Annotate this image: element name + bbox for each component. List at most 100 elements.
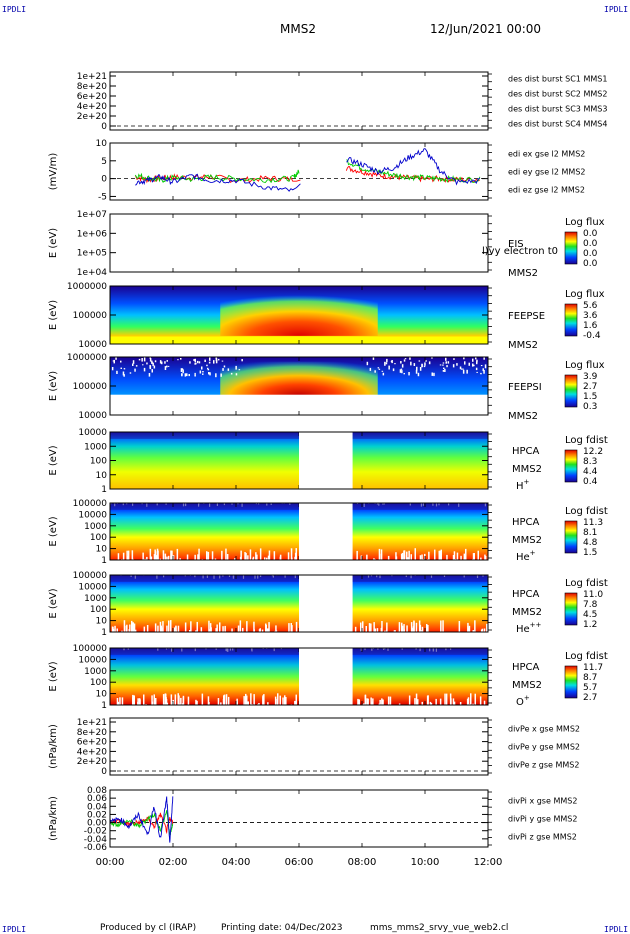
sparse-count-gap	[445, 361, 447, 364]
sparse-count-gap	[466, 369, 468, 374]
low-count-gap	[146, 625, 149, 632]
low-count-gap	[285, 697, 287, 705]
sparse-count-gap	[202, 373, 204, 375]
low-count-gap	[146, 556, 148, 560]
low-count-gap	[483, 628, 486, 632]
y-tick-label: 100	[90, 678, 107, 688]
low-count-gap	[206, 551, 208, 560]
y-tick-label: 1	[101, 701, 107, 711]
low-count-gap	[406, 625, 408, 632]
low-count-gap	[261, 629, 264, 632]
y-tick-label: 10	[96, 545, 108, 555]
low-count-gap	[381, 698, 383, 705]
colorbar-tick-label: 1.5	[583, 548, 597, 558]
low-count-gap	[172, 555, 175, 560]
x-tick-label: 04:00	[222, 857, 251, 868]
low-count-gap	[247, 555, 249, 560]
low-count-gap	[445, 693, 448, 705]
low-count-gap	[173, 627, 176, 632]
low-count-gap	[168, 620, 170, 632]
legend-entry: divPe x gse MMS2	[508, 725, 580, 734]
low-count-gap	[466, 698, 469, 705]
low-count-gap	[164, 553, 167, 560]
legend-entry: divPi x gse MMS2	[508, 797, 577, 806]
sparse-count-gap	[384, 361, 386, 366]
sparse-count-gap	[459, 366, 462, 370]
corner-label-bottom-right: IPDLI	[604, 925, 628, 934]
y-axis-label: E (eV)	[48, 371, 59, 401]
sparse-count-gap	[484, 364, 487, 369]
low-count-gap	[167, 555, 170, 560]
low-count-gap	[295, 557, 297, 560]
low-count-gap	[389, 696, 392, 705]
low-count-gap	[459, 702, 462, 705]
low-count-gap	[275, 625, 277, 632]
low-count-gap	[434, 549, 436, 560]
data-gap-hpca_o	[299, 648, 353, 705]
sparse-count-gap	[378, 368, 381, 370]
low-count-gap	[354, 626, 357, 632]
sparse-count-gap	[223, 365, 226, 368]
low-count-gap	[216, 624, 218, 632]
legend-entry: edi ex gse l2 MMS2	[508, 150, 585, 159]
y-tick-label: 10000	[78, 340, 107, 350]
colorbar-tick-label: -0.4	[583, 331, 601, 341]
footer-produced-by: Produced by cl (IRAP)	[100, 923, 196, 933]
colorbar-tick-label: 8.3	[583, 457, 597, 467]
instrument-label: HPCA	[512, 662, 540, 673]
sparse-count-gap	[182, 369, 184, 374]
low-count-gap	[258, 703, 260, 705]
low-count-gap	[125, 625, 128, 632]
low-count-gap	[144, 558, 146, 560]
low-count-gap	[175, 625, 177, 632]
sparse-count-gap	[215, 357, 218, 362]
y-tick-label: 1	[101, 485, 107, 495]
low-count-gap	[259, 628, 261, 632]
low-count-gap	[360, 555, 363, 560]
colorbar-tick-label: 5.6	[583, 301, 598, 311]
legend-entry: divPe y gse MMS2	[508, 743, 580, 752]
low-count-gap	[150, 556, 153, 560]
low-count-gap	[196, 700, 198, 705]
colorbar-tick-label: 0.0	[583, 229, 598, 239]
sparse-count-gap	[207, 369, 210, 371]
panel-edi: 10 5 0 -5 (mV/m) edi ex gse l2 MMS2 edi ey gse…	[48, 139, 586, 202]
colorbar-tick-label: 11.7	[583, 663, 603, 673]
sparse-count-gap	[415, 369, 418, 374]
low-count-gap	[157, 630, 159, 632]
colorbar-tick-label: 2.7	[583, 382, 597, 392]
sparse-count-gap	[194, 358, 196, 363]
high-energy-band	[352, 432, 488, 439]
sparse-count-gap	[164, 366, 167, 370]
sparse-count-gap	[120, 360, 122, 363]
low-count-gap	[162, 621, 164, 632]
colorbar-title: Log fdist	[565, 506, 608, 517]
low-count-gap	[200, 627, 203, 632]
y-tick-label: 1000	[84, 594, 107, 604]
y-tick-label: 100000	[73, 382, 108, 392]
spacecraft-label: MMS2	[512, 607, 542, 618]
data-gap-hpca_h	[299, 432, 353, 489]
sparse-count-gap	[194, 374, 196, 377]
colorbar-gradient	[564, 665, 578, 699]
low-count-gap	[245, 552, 247, 560]
low-count-gap	[266, 557, 268, 560]
sparse-count-gap	[134, 368, 136, 372]
y-tick-label: 1000	[84, 442, 107, 452]
sparse-count-gap	[201, 366, 203, 370]
low-count-gap	[177, 625, 180, 632]
y-tick-label: 1	[101, 628, 107, 638]
sparse-count-gap	[209, 357, 211, 361]
low-count-gap	[242, 627, 244, 632]
legend-entry: edi ez gse l2 MMS2	[508, 186, 585, 195]
low-count-gap	[267, 555, 270, 560]
low-count-gap	[159, 621, 162, 632]
sparse-count-gap	[235, 365, 237, 370]
colorbar-tick-label: 4.5	[583, 610, 597, 620]
sparse-count-gap	[464, 361, 466, 365]
sparse-count-gap	[199, 370, 202, 374]
y-tick-label: 1e+07	[77, 210, 107, 220]
low-count-gap	[380, 627, 383, 632]
low-count-gap	[195, 699, 197, 705]
low-count-gap	[446, 554, 448, 560]
